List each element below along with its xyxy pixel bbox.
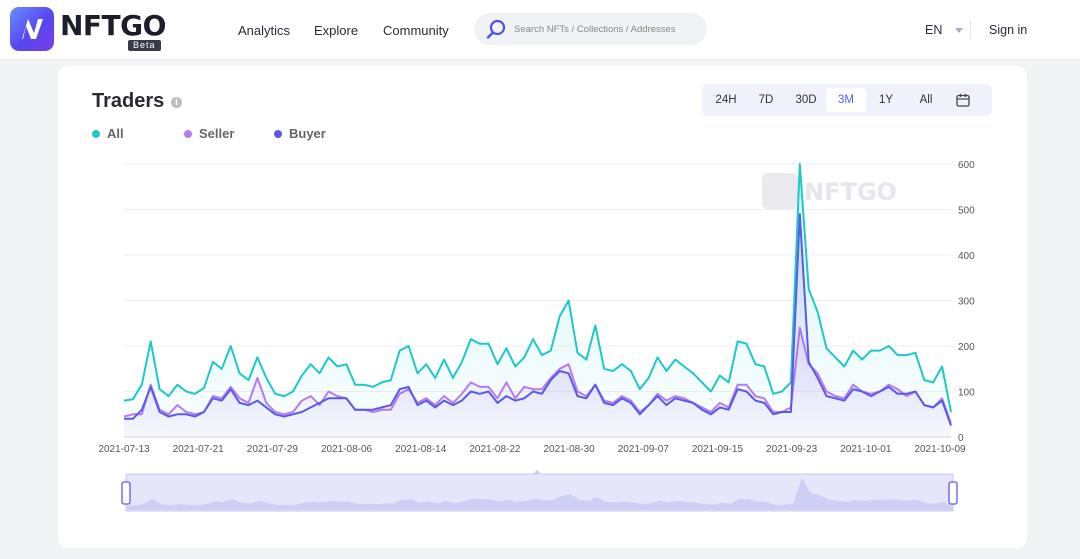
y-tick-label: 400 bbox=[958, 251, 975, 262]
zoom-navigator bbox=[121, 470, 958, 512]
legend-all-swatch bbox=[92, 129, 100, 138]
legend-buyer[interactable]: Buyer bbox=[274, 126, 326, 141]
search-bar[interactable] bbox=[474, 13, 707, 45]
x-tick-label: 2021-10-09 bbox=[914, 444, 966, 455]
language-label: EN bbox=[925, 23, 943, 37]
watermark-text: NFTGO bbox=[804, 178, 897, 206]
x-tick-label: 2021-07-29 bbox=[247, 444, 299, 455]
search-icon bbox=[486, 19, 506, 39]
beta-badge: Beta bbox=[128, 40, 161, 51]
y-tick-label: 200 bbox=[958, 342, 975, 353]
y-tick-label: 600 bbox=[958, 160, 975, 171]
search-input[interactable] bbox=[514, 23, 694, 35]
traders-chart: NFTGO 0 100 200 300 400 500 600 2021-07-13 2021-0… bbox=[98, 160, 975, 512]
range-all[interactable]: All bbox=[919, 94, 933, 106]
legend-seller-label: Seller bbox=[199, 126, 235, 141]
x-tick-label: 2021-08-30 bbox=[544, 444, 596, 455]
watermark-logo-icon bbox=[762, 173, 798, 209]
traders-card: Traders i 24H 7D 30D 3M 1Y All All Selle… bbox=[58, 66, 1027, 548]
y-tick-label: 300 bbox=[958, 297, 975, 308]
legend-seller-swatch bbox=[184, 129, 192, 138]
x-tick-label: 2021-08-22 bbox=[469, 444, 521, 455]
nav-analytics[interactable]: Analytics bbox=[238, 22, 291, 38]
range-7d[interactable]: 7D bbox=[758, 94, 774, 106]
range-24h[interactable]: 24H bbox=[715, 94, 737, 106]
legend-buyer-label: Buyer bbox=[289, 126, 326, 141]
nftgo-logo-icon bbox=[10, 7, 54, 51]
x-tick-label: 2021-10-01 bbox=[840, 444, 892, 455]
language-selector[interactable]: EN bbox=[925, 0, 964, 60]
time-range-selector: 24H 7D 30D 3M 1Y All bbox=[702, 84, 992, 116]
x-tick-label: 2021-08-06 bbox=[321, 444, 373, 455]
header-divider bbox=[970, 21, 971, 38]
x-tick-label: 2021-09-15 bbox=[692, 444, 744, 455]
navigator-right-handle[interactable] bbox=[948, 481, 958, 505]
series-all-line bbox=[123, 163, 952, 413]
x-tick-label: 2021-09-07 bbox=[618, 444, 670, 455]
range-1y[interactable]: 1Y bbox=[878, 94, 894, 106]
x-tick-label: 2021-09-23 bbox=[766, 444, 818, 455]
y-tick-label: 0 bbox=[958, 433, 964, 444]
x-tick-label: 2021-08-14 bbox=[395, 444, 447, 455]
nav-explore[interactable]: Explore bbox=[314, 22, 359, 38]
info-icon[interactable]: i bbox=[171, 97, 182, 108]
range-30d[interactable]: 30D bbox=[795, 94, 817, 106]
top-nav-bar: NFTGO Beta Analytics Explore Community E… bbox=[0, 0, 1080, 60]
brand-wordmark: NFTGO Beta bbox=[60, 7, 170, 51]
range-3m[interactable]: 3M bbox=[826, 88, 866, 112]
brand-name: NFTGO bbox=[60, 9, 166, 42]
legend-all[interactable]: All bbox=[92, 126, 124, 141]
sign-in-link[interactable]: Sign in bbox=[989, 23, 1028, 37]
legend-all-label: All bbox=[107, 126, 124, 141]
x-tick-label: 2021-07-13 bbox=[98, 444, 150, 455]
series-all-area bbox=[124, 164, 951, 437]
nav-community[interactable]: Community bbox=[383, 22, 449, 38]
chevron-down-icon bbox=[955, 27, 964, 33]
navigator-left-handle[interactable] bbox=[121, 481, 131, 505]
series-buyer-area bbox=[124, 214, 951, 437]
y-tick-label: 500 bbox=[958, 206, 975, 217]
card-title: Traders bbox=[92, 90, 165, 112]
y-tick-label: 100 bbox=[958, 388, 975, 399]
calendar-icon[interactable] bbox=[946, 88, 980, 112]
series-buyer-line bbox=[124, 213, 952, 426]
brand-logo[interactable]: NFTGO Beta bbox=[10, 7, 170, 51]
watermark: NFTGO bbox=[762, 173, 897, 209]
x-tick-label: 2021-07-21 bbox=[173, 444, 225, 455]
navigator-grip bbox=[533, 470, 541, 474]
navigator-preview bbox=[126, 478, 953, 510]
legend-seller[interactable]: Seller bbox=[184, 126, 234, 141]
legend-buyer-swatch bbox=[274, 129, 282, 138]
